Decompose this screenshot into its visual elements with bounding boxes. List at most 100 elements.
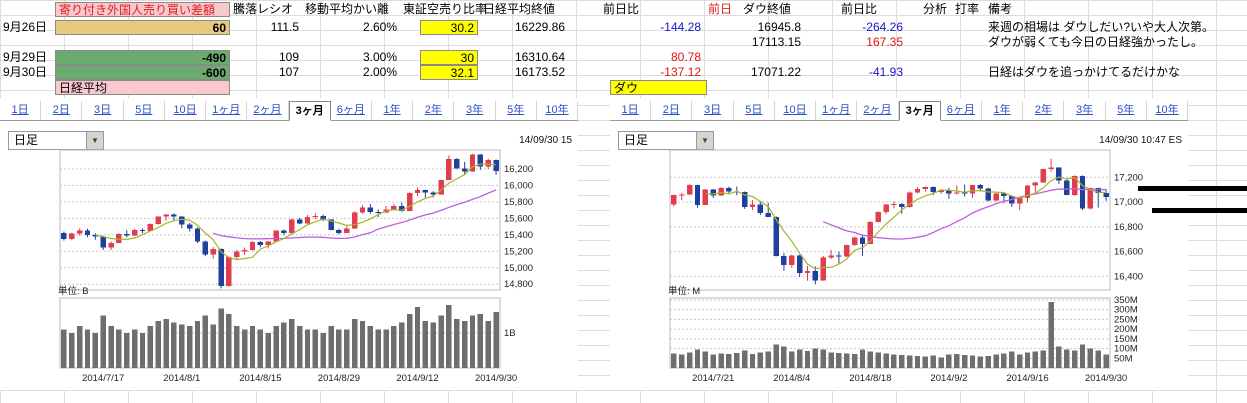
range-tab-5[interactable]: 10日 — [775, 101, 817, 120]
nikkei-interval-select[interactable]: 日足 ▼ — [8, 131, 104, 150]
range-tab-6[interactable]: 1ヶ月 — [206, 101, 248, 120]
svg-text:150M: 150M — [1114, 334, 1138, 345]
cell-dow-change-r1[interactable]: 167.35 — [866, 35, 903, 49]
nikkei-chart-timestamp: 14/09/30 15 — [519, 135, 572, 146]
range-tab-2[interactable]: 2日 — [41, 101, 83, 120]
dow-candlestick-chart: 16,400 16,600 16,800 17,000 17,200 50M100M150… — [668, 149, 1143, 384]
range-tab-11[interactable]: 2年 — [1023, 101, 1065, 120]
label-nikkei-average[interactable]: 日経平均 — [55, 80, 230, 95]
svg-text:14,800: 14,800 — [504, 279, 533, 290]
spreadsheet: 寄り付き外国人売り買い差額 騰落レシオ 移動平均かい離 東証空売り比率 日経平均終値 前日… — [0, 0, 1247, 100]
cell-memo-r1[interactable]: ダウが弱くても今日の日経強かったし。 — [988, 35, 1204, 49]
x-axis-labels: 2014/7/21 2014/8/4 2014/8/18 2014/9/2 2014/9… — [692, 373, 1127, 384]
range-tab-4[interactable]: 5日 — [124, 101, 165, 120]
cell-foreigner-diff-r0[interactable]: 60 — [55, 20, 230, 35]
cell-nikkei-change-r0[interactable]: -144.28 — [660, 20, 701, 34]
header-dow-close: ダウ終値 — [743, 2, 792, 16]
chevron-down-icon[interactable]: ▼ — [696, 132, 713, 149]
range-tab-13[interactable]: 5年 — [496, 101, 537, 120]
cell-date-r3[interactable]: 9月30日 — [3, 65, 48, 79]
dow-interval-select-value: 日足 — [624, 133, 649, 147]
cell-nikkei-close-r3[interactable]: 16173.52 — [514, 65, 565, 79]
range-tab-12[interactable]: 3年 — [454, 101, 496, 120]
range-tab-9[interactable]: 6ヶ月 — [941, 101, 982, 120]
cell-dow-change-r0[interactable]: -264.26 — [862, 20, 903, 34]
volume-bars — [61, 305, 499, 368]
cell-nikkei-change-r2[interactable]: 80.78 — [670, 50, 701, 64]
cell-ma-kairi-r2[interactable]: 3.00% — [362, 50, 397, 64]
cell-dow-close-r3[interactable]: 17071.22 — [750, 65, 801, 79]
range-tab-2[interactable]: 2日 — [651, 101, 693, 120]
cell-short-ratio-r3[interactable]: 32.1 — [420, 65, 478, 80]
cell-ma-kairi-r3[interactable]: 2.00% — [362, 65, 397, 79]
black-mark-bottom — [1152, 208, 1247, 213]
cell-date-r0[interactable]: 9月26日 — [3, 20, 48, 34]
cell-ma-kairi-r0[interactable]: 2.60% — [362, 20, 397, 34]
cell-memo-r3[interactable]: 日経はダウを追っかけてるだけかな — [988, 65, 1181, 79]
range-tab-1[interactable]: 1日 — [0, 101, 42, 120]
svg-text:2014/8/15: 2014/8/15 — [239, 373, 281, 384]
cell-short-ratio-r2[interactable]: 30 — [420, 50, 478, 65]
range-tab-10[interactable]: 1年 — [372, 101, 414, 120]
header-ma-kairi: 移動平均かい離 — [305, 2, 390, 16]
cell-nikkei-close-r0[interactable]: 16229.86 — [514, 20, 565, 34]
cell-date-r2[interactable]: 9月29日 — [3, 50, 48, 64]
svg-text:17,200: 17,200 — [1114, 172, 1143, 183]
svg-text:2014/9/16: 2014/9/16 — [1006, 373, 1048, 384]
range-tab-14[interactable]: 10年 — [1147, 101, 1189, 120]
range-tab-14[interactable]: 10年 — [537, 101, 579, 120]
svg-text:15,400: 15,400 — [504, 230, 533, 241]
volume-unit-label: 単位: B — [58, 285, 89, 297]
cell-updown-ratio-r3[interactable]: 107 — [278, 65, 299, 79]
dow-chart-panel: 1日 2日 3日 5日 10日 1ヶ月 2ヶ月 3ヶ月 6ヶ月 1年 2年 3年 5年 10年 日足 ▼ … — [610, 98, 1189, 390]
range-tab-6[interactable]: 1ヶ月 — [816, 101, 858, 120]
svg-text:2014/8/4: 2014/8/4 — [773, 373, 810, 384]
cell-updown-ratio-r2[interactable]: 109 — [278, 50, 299, 64]
svg-text:15,600: 15,600 — [504, 213, 533, 224]
header-analysis: 分析 — [923, 2, 948, 16]
header-dow-change: 前日比 — [841, 2, 878, 16]
price-gridlines — [59, 149, 501, 291]
cell-foreigner-diff-r2[interactable]: -490 — [55, 50, 230, 65]
range-tab-1[interactable]: 1日 — [610, 101, 652, 120]
range-tab-4[interactable]: 5日 — [734, 101, 775, 120]
svg-text:単位: B: 単位: B — [58, 285, 89, 297]
dow-interval-select[interactable]: 日足 ▼ — [618, 131, 714, 150]
range-tab-12[interactable]: 3年 — [1064, 101, 1106, 120]
range-tab-9[interactable]: 6ヶ月 — [331, 101, 372, 120]
range-tab-7[interactable]: 2ヶ月 — [857, 101, 899, 120]
range-tab-11[interactable]: 2年 — [413, 101, 455, 120]
cell-memo-r0[interactable]: 来週の相場は ダウしだい?いや大人次第。 — [988, 20, 1215, 34]
price-axis-labels: 14,800 15,000 15,200 15,400 15,600 15,800 16,0… — [504, 164, 533, 290]
cell-dow-change-r3[interactable]: -41.93 — [868, 65, 903, 79]
ma-fast-line — [705, 176, 1107, 270]
header-nikkei-close: 日経平均終値 — [483, 2, 556, 16]
dow-chart-timestamp: 14/09/30 10:47 ES — [1099, 135, 1182, 146]
range-tab-8[interactable]: 3ヶ月 — [898, 101, 941, 121]
header-foreigner-diff: 寄り付き外国人売り買い差額 — [55, 2, 230, 17]
cell-dow-close-r0[interactable]: 16945.8 — [757, 20, 801, 34]
range-tab-13[interactable]: 5年 — [1106, 101, 1147, 120]
svg-text:250M: 250M — [1114, 314, 1138, 325]
svg-text:15,800: 15,800 — [504, 197, 533, 208]
cell-foreigner-diff-r3[interactable]: -600 — [55, 65, 230, 80]
range-tab-3[interactable]: 3日 — [82, 101, 124, 120]
nikkei-candlestick-chart: 14,800 15,000 15,200 15,400 15,600 15,800 16,0… — [58, 149, 533, 384]
header-prev-day: 前日 — [708, 2, 733, 16]
range-tab-3[interactable]: 3日 — [692, 101, 734, 120]
range-tab-7[interactable]: 2ヶ月 — [247, 101, 289, 120]
range-tab-5[interactable]: 10日 — [165, 101, 207, 120]
cell-updown-ratio-r0[interactable]: 111.5 — [270, 20, 299, 34]
chevron-down-icon[interactable]: ▼ — [86, 132, 103, 149]
volume-bars — [671, 301, 1109, 368]
svg-text:2014/7/21: 2014/7/21 — [692, 373, 734, 384]
cell-nikkei-close-r2[interactable]: 16310.64 — [514, 50, 565, 64]
cell-nikkei-change-r3[interactable]: -137.12 — [660, 65, 701, 79]
range-tab-10[interactable]: 1年 — [982, 101, 1024, 120]
range-tab-8[interactable]: 3ヶ月 — [288, 101, 331, 121]
label-dow[interactable]: ダウ — [610, 80, 707, 95]
header-updown-ratio: 騰落レシオ — [233, 2, 294, 16]
nikkei-interval-select-value: 日足 — [14, 133, 39, 147]
cell-dow-close-r1[interactable]: 17113.15 — [751, 35, 801, 49]
cell-short-ratio-r0[interactable]: 30.2 — [420, 20, 478, 35]
